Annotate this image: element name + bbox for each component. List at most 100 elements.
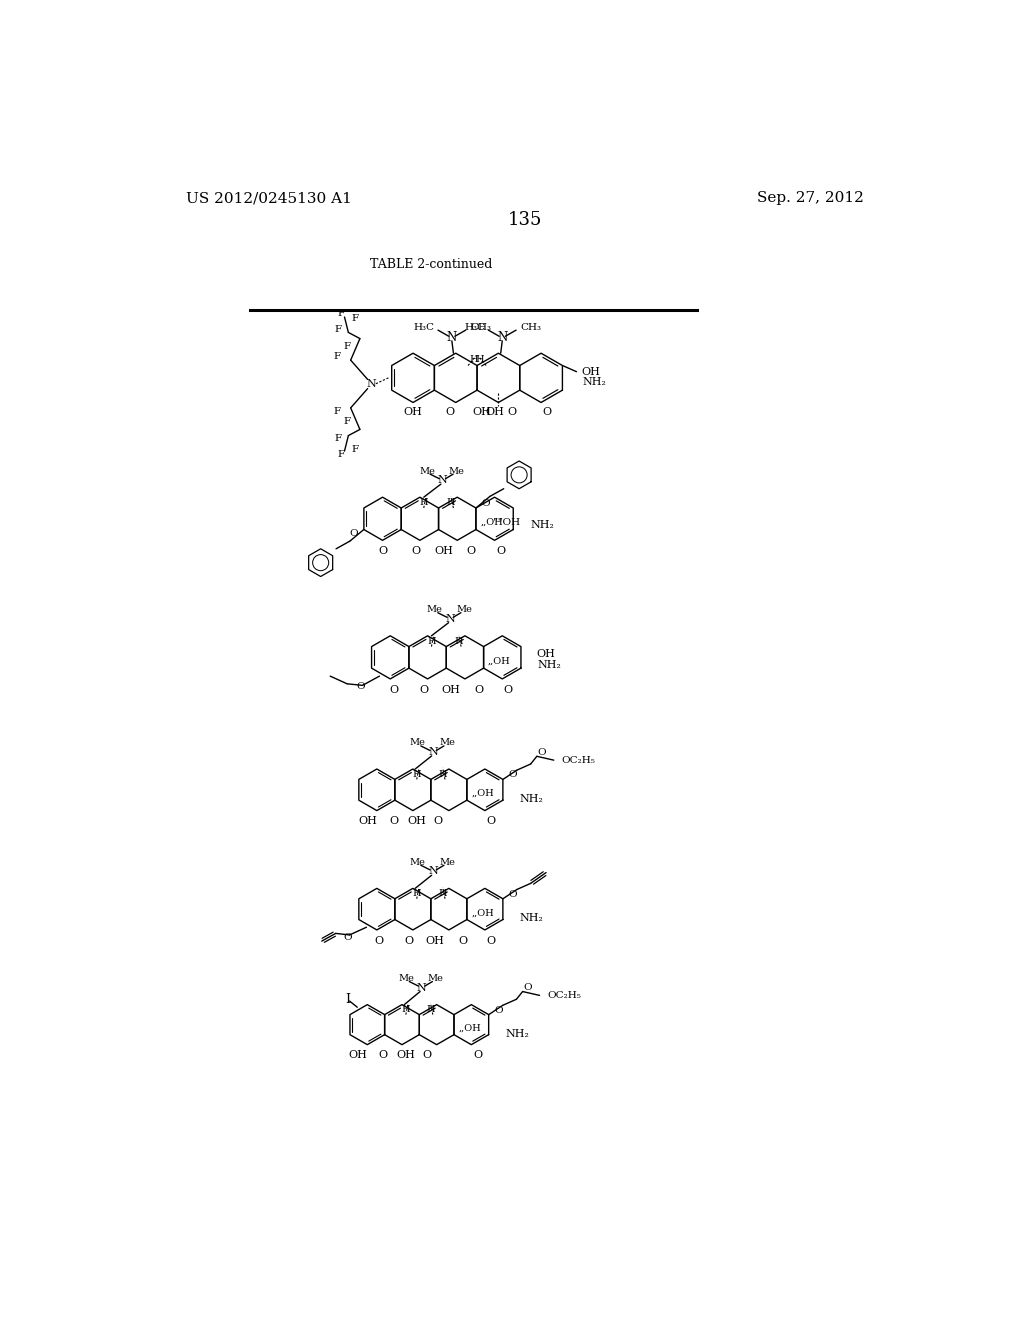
Text: O: O [378, 546, 387, 556]
Text: Me: Me [428, 974, 443, 983]
Text: O: O [495, 1006, 503, 1015]
Text: H₃C: H₃C [414, 323, 435, 333]
Text: O: O [508, 407, 517, 417]
Text: TABLE 2-continued: TABLE 2-continued [370, 259, 493, 271]
Text: OH: OH [348, 1051, 368, 1060]
Text: O: O [473, 1051, 482, 1060]
Text: F: F [343, 417, 350, 426]
Text: F: F [334, 434, 341, 444]
Text: O: O [375, 936, 384, 945]
Text: F: F [333, 352, 340, 360]
Text: OH: OH [472, 407, 490, 417]
Text: H: H [401, 1005, 411, 1014]
Text: F: F [351, 314, 358, 323]
Text: O: O [419, 685, 428, 694]
Text: OH: OH [408, 816, 426, 826]
Text: F: F [343, 342, 350, 351]
Text: Me: Me [427, 605, 442, 614]
Text: O: O [509, 890, 517, 899]
Text: N: N [497, 331, 507, 345]
Text: O: O [509, 771, 517, 779]
Text: O: O [343, 933, 351, 941]
Text: O: O [412, 546, 421, 556]
Text: NH₂: NH₂ [538, 660, 561, 671]
Text: O: O [523, 983, 531, 993]
Text: H₃C: H₃C [464, 323, 485, 333]
Text: Me: Me [419, 466, 435, 475]
Text: CH₃: CH₃ [521, 323, 542, 333]
Text: O: O [378, 1051, 387, 1060]
Text: F: F [337, 450, 344, 459]
Text: ,,OH: ,,OH [488, 657, 511, 665]
Text: O: O [433, 816, 442, 826]
Text: OH: OH [537, 648, 555, 659]
Text: OH: OH [581, 367, 600, 376]
Text: F: F [351, 445, 358, 454]
Text: OH: OH [485, 407, 504, 417]
Text: Me: Me [439, 858, 455, 867]
Text: OC₂H₅: OC₂H₅ [561, 755, 595, 764]
Text: O: O [389, 685, 398, 694]
Text: OH: OH [403, 407, 423, 417]
Text: CH₃: CH₃ [470, 323, 492, 333]
Text: H: H [470, 355, 478, 364]
Text: O: O [356, 682, 365, 692]
Text: H: H [420, 499, 428, 507]
Text: O: O [497, 546, 505, 556]
Text: O: O [486, 816, 496, 826]
Text: O: O [474, 685, 483, 694]
Text: Me: Me [398, 974, 414, 983]
Text: ,,OH: ,,OH [471, 789, 494, 799]
Text: ""OH: ""OH [493, 519, 520, 527]
Text: O: O [481, 499, 490, 508]
Text: N: N [437, 475, 447, 486]
Text: I: I [345, 993, 350, 1006]
Text: OH: OH [441, 685, 461, 694]
Text: Me: Me [410, 858, 426, 867]
Text: O: O [349, 529, 358, 539]
Text: N: N [417, 982, 426, 993]
Text: H: H [455, 638, 463, 645]
Text: N: N [367, 379, 377, 389]
Text: O: O [543, 407, 552, 417]
Text: H: H [413, 770, 421, 779]
Text: O: O [404, 936, 414, 945]
Text: F: F [334, 325, 341, 334]
Text: ,,OH: ,,OH [458, 1024, 481, 1034]
Text: Me: Me [439, 738, 455, 747]
Text: NH₂: NH₂ [583, 376, 606, 387]
Text: O: O [458, 936, 467, 945]
Text: H: H [438, 890, 447, 898]
Text: US 2012/0245130 A1: US 2012/0245130 A1 [186, 191, 352, 206]
Text: H: H [438, 770, 447, 779]
Text: N: N [428, 747, 438, 758]
Text: H: H [426, 1005, 435, 1014]
Text: OH: OH [426, 936, 444, 945]
Text: OC₂H₅: OC₂H₅ [547, 991, 582, 999]
Text: Me: Me [410, 738, 426, 747]
Text: O: O [486, 936, 496, 945]
Text: ,,OH: ,,OH [471, 908, 494, 917]
Text: F: F [333, 408, 340, 416]
Text: H: H [413, 890, 421, 898]
Text: ,,OH: ,,OH [481, 519, 504, 527]
Text: NH₂: NH₂ [519, 913, 544, 924]
Text: OH: OH [396, 1051, 416, 1060]
Text: O: O [389, 816, 398, 826]
Text: H: H [427, 638, 436, 645]
Text: OH: OH [434, 546, 453, 556]
Text: O: O [504, 685, 513, 694]
Text: NH₂: NH₂ [505, 1028, 529, 1039]
Text: O: O [445, 407, 454, 417]
Text: O: O [538, 748, 546, 756]
Text: N: N [446, 331, 457, 345]
Text: N: N [445, 614, 455, 624]
Text: NH₂: NH₂ [519, 795, 544, 804]
Text: Me: Me [449, 466, 464, 475]
Text: OH: OH [358, 816, 377, 826]
Text: Sep. 27, 2012: Sep. 27, 2012 [757, 191, 863, 206]
Text: F: F [337, 309, 344, 318]
Text: 135: 135 [508, 211, 542, 228]
Text: O: O [467, 546, 476, 556]
Text: N: N [428, 866, 438, 876]
